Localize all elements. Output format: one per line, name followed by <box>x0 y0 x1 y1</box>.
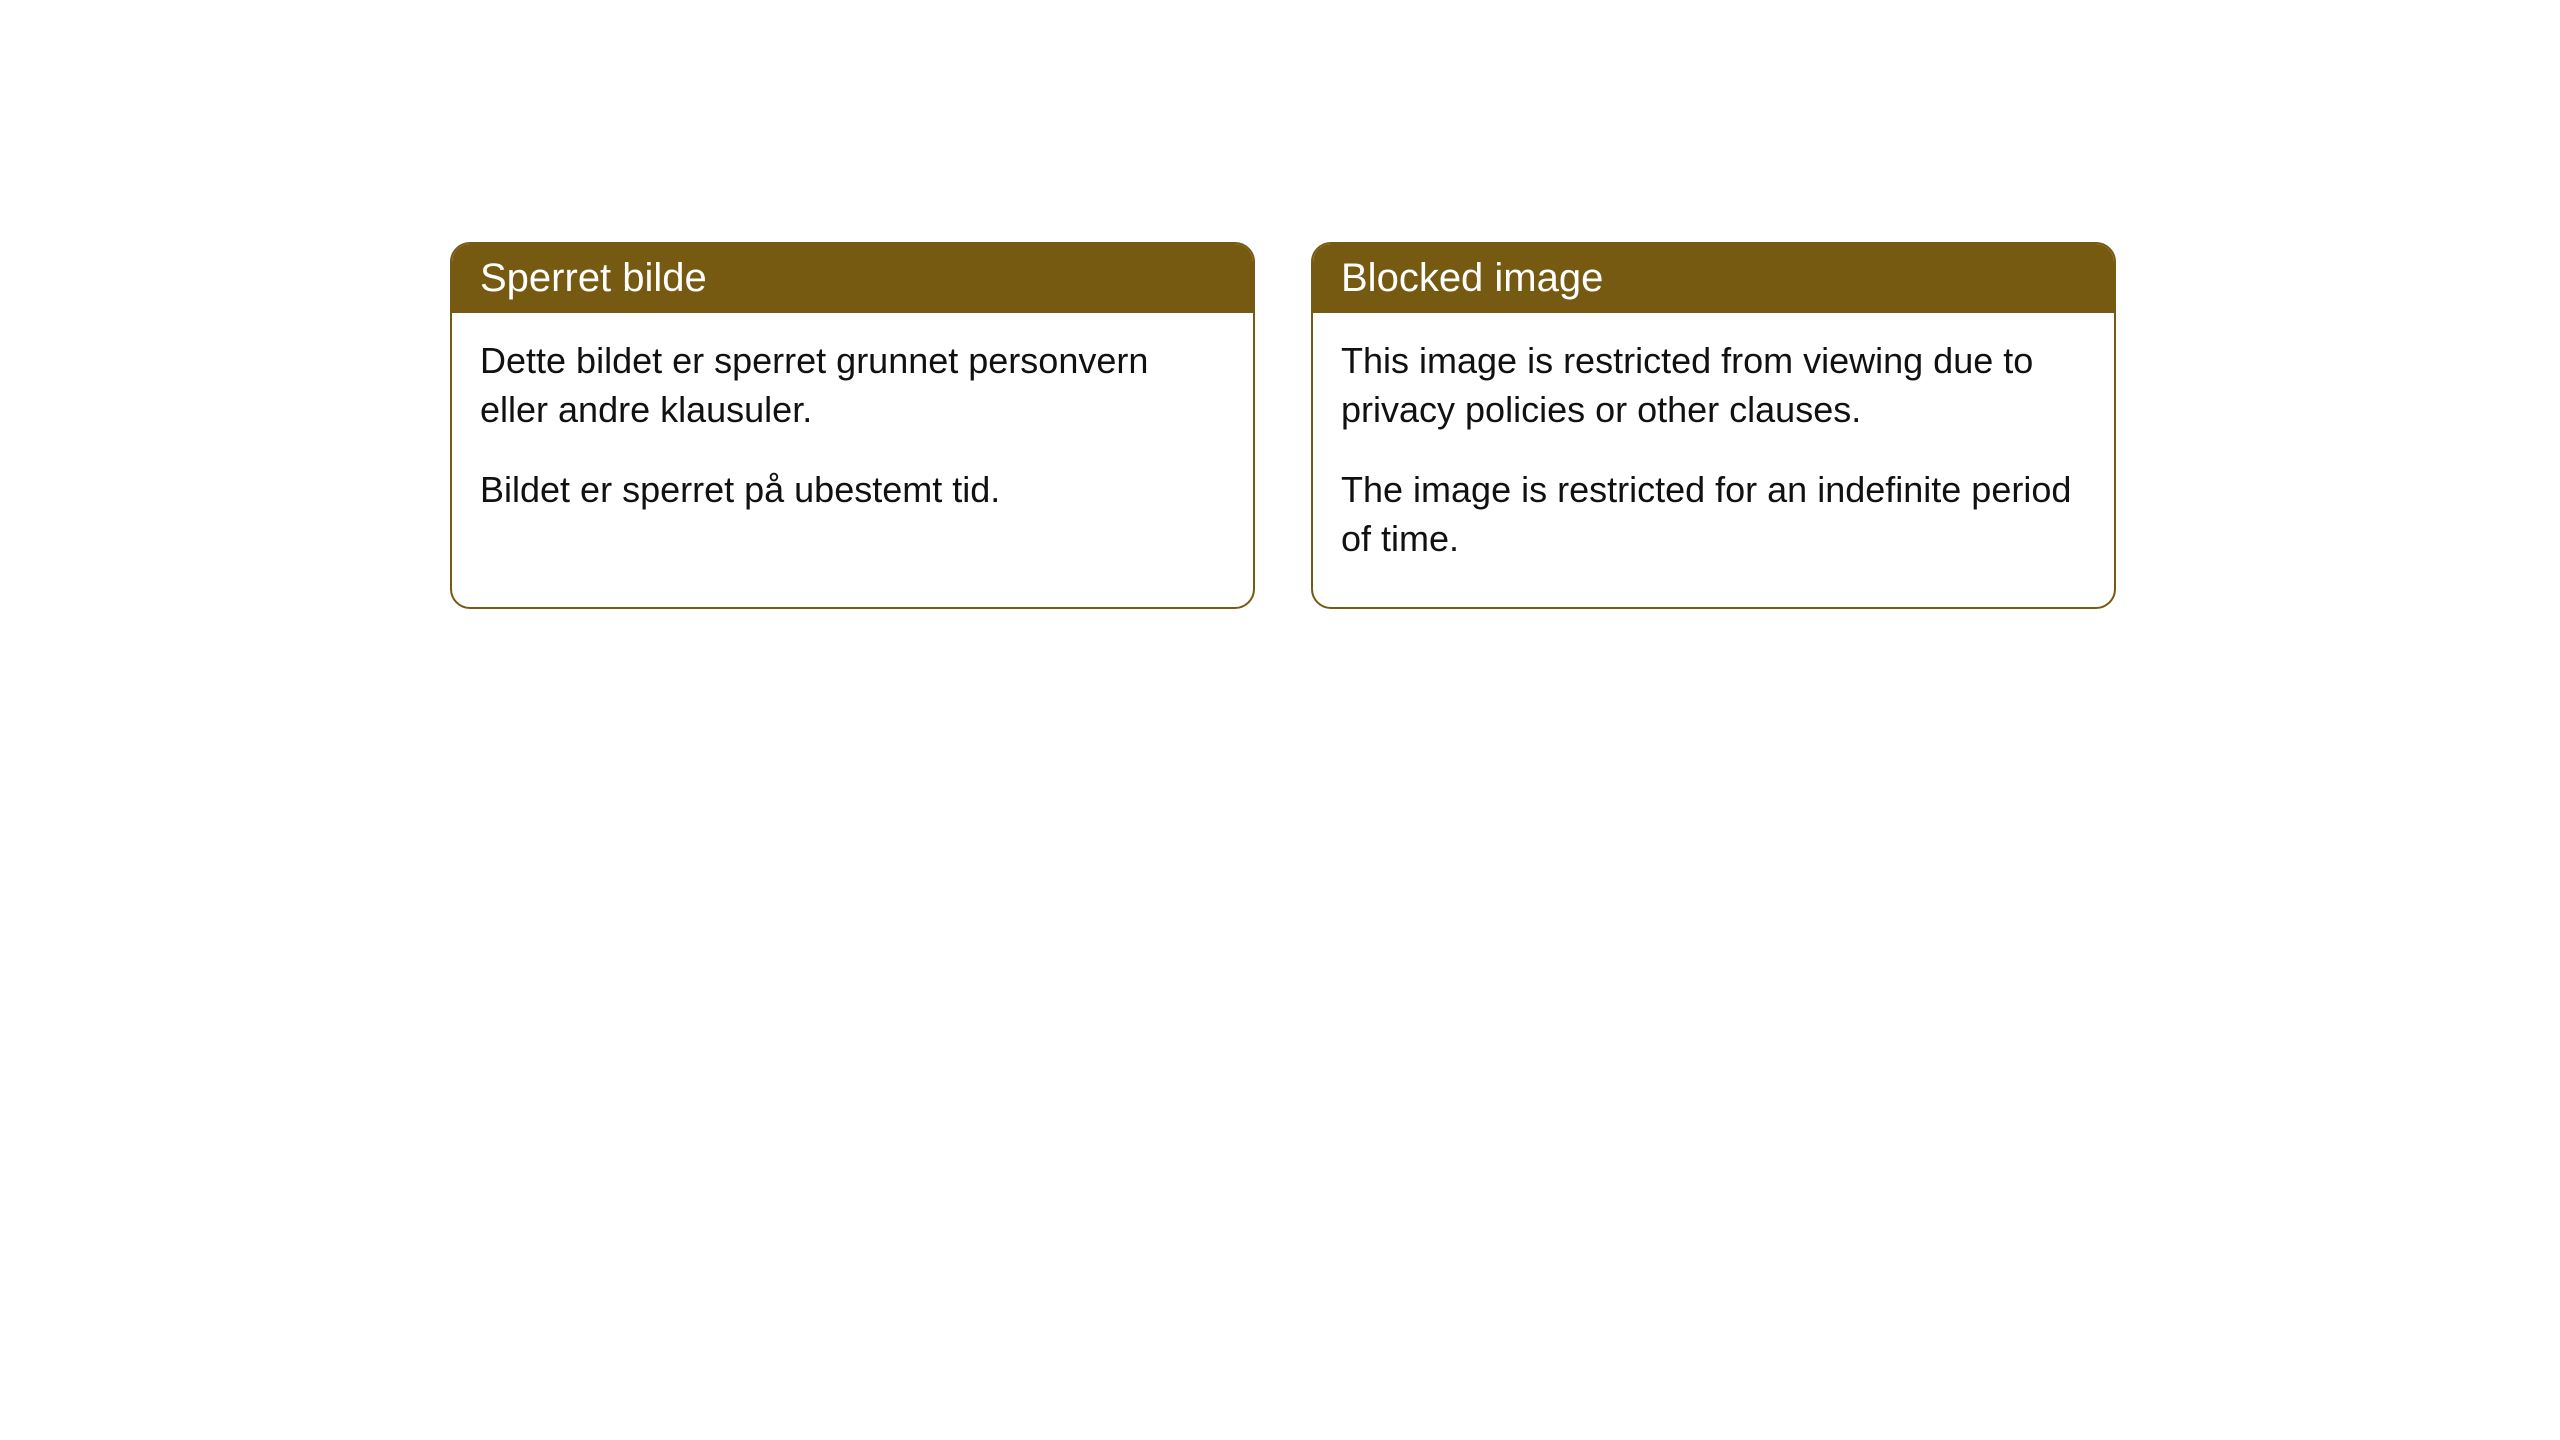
card-header: Sperret bilde <box>452 244 1253 313</box>
blocked-image-card-en: Blocked image This image is restricted f… <box>1311 242 2116 609</box>
card-body: This image is restricted from viewing du… <box>1313 313 2114 607</box>
card-paragraph: Bildet er sperret på ubestemt tid. <box>480 466 1225 515</box>
notice-container: Sperret bilde Dette bildet er sperret gr… <box>0 0 2560 609</box>
card-title: Sperret bilde <box>480 256 707 300</box>
card-body: Dette bildet er sperret grunnet personve… <box>452 313 1253 559</box>
card-header: Blocked image <box>1313 244 2114 313</box>
card-title: Blocked image <box>1341 256 1603 300</box>
card-paragraph: The image is restricted for an indefinit… <box>1341 466 2086 563</box>
blocked-image-card-no: Sperret bilde Dette bildet er sperret gr… <box>450 242 1255 609</box>
card-paragraph: Dette bildet er sperret grunnet personve… <box>480 337 1225 434</box>
card-paragraph: This image is restricted from viewing du… <box>1341 337 2086 434</box>
